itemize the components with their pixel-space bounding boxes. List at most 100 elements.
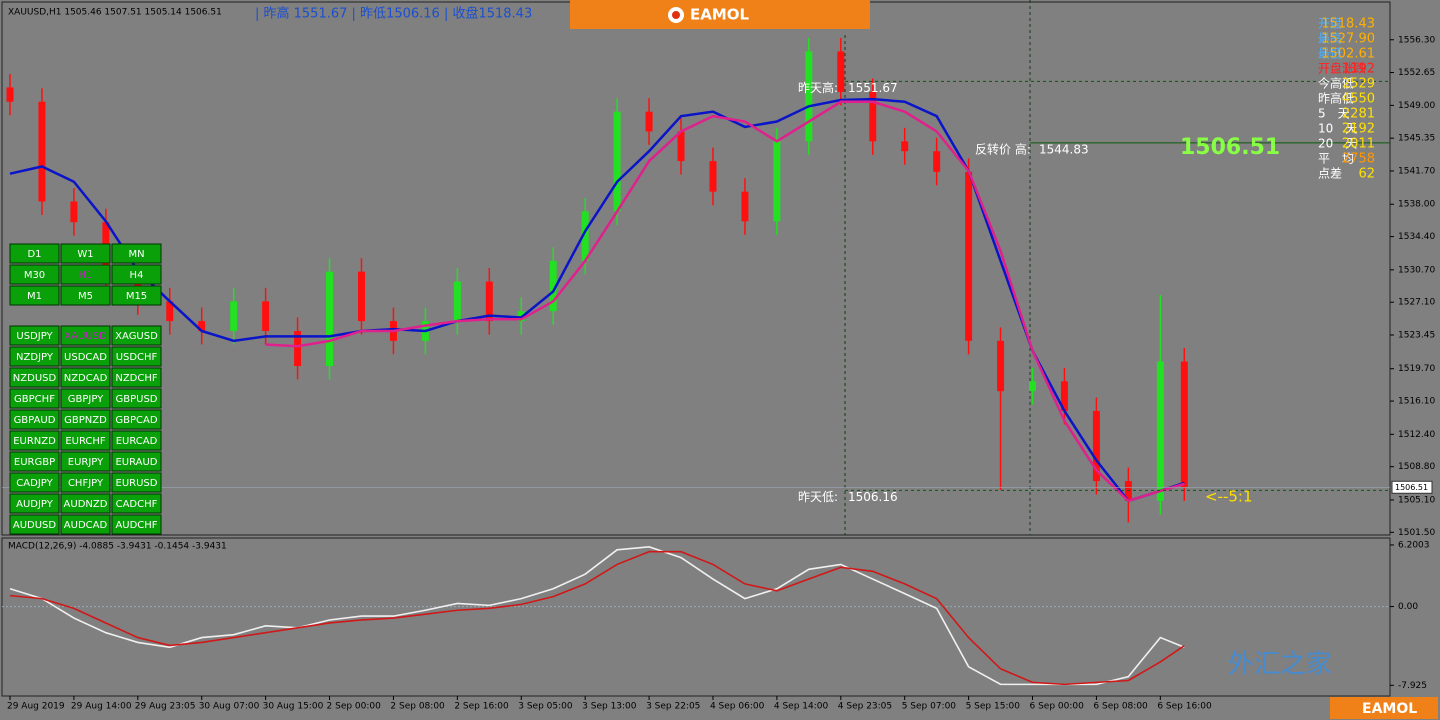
- button-label[interactable]: EURUSD: [116, 478, 158, 489]
- x-tick-label: 5 Sep 15:00: [966, 702, 1021, 712]
- candle-body: [294, 330, 302, 367]
- button[interactable]: [111, 409, 162, 430]
- button-label[interactable]: EURNZD: [13, 436, 56, 447]
- button[interactable]: [60, 472, 111, 493]
- ratio-note: <--5:1: [1205, 488, 1253, 506]
- button[interactable]: [60, 346, 111, 367]
- candle-body: [869, 91, 877, 142]
- button[interactable]: [111, 243, 162, 264]
- button[interactable]: [111, 493, 162, 514]
- button[interactable]: [9, 325, 60, 346]
- button[interactable]: [111, 472, 162, 493]
- button[interactable]: [111, 285, 162, 306]
- button[interactable]: [60, 388, 111, 409]
- button[interactable]: [9, 430, 60, 451]
- x-tick-label: 29 Aug 2019: [7, 702, 65, 712]
- button[interactable]: [9, 346, 60, 367]
- button-label[interactable]: H4: [130, 270, 144, 281]
- button[interactable]: [9, 493, 60, 514]
- button-label[interactable]: USDCHF: [116, 352, 158, 363]
- button-label[interactable]: M5: [78, 291, 93, 302]
- button-label[interactable]: EURCHF: [65, 436, 106, 447]
- button-label[interactable]: GBPUSD: [115, 394, 157, 405]
- button-label[interactable]: AUDJPY: [16, 499, 54, 510]
- candle-body: [1060, 381, 1068, 411]
- button[interactable]: [111, 367, 162, 388]
- button-label[interactable]: NZDJPY: [16, 352, 54, 363]
- button[interactable]: [111, 451, 162, 472]
- button-label[interactable]: XAUUSD: [64, 331, 107, 342]
- button[interactable]: [9, 264, 60, 285]
- button-label[interactable]: CHFJPY: [68, 478, 104, 489]
- button-label[interactable]: AUDNZD: [64, 499, 108, 510]
- button-label[interactable]: EURGBP: [14, 457, 55, 468]
- button[interactable]: [9, 451, 60, 472]
- button-label[interactable]: NZDUSD: [13, 373, 57, 384]
- button[interactable]: [9, 243, 60, 264]
- button-label[interactable]: AUDCAD: [64, 520, 108, 531]
- button[interactable]: [60, 264, 111, 285]
- button-label[interactable]: H1: [79, 270, 93, 281]
- info-label: 平 均: [1318, 152, 1354, 166]
- button-label[interactable]: XAGUSD: [115, 331, 158, 342]
- button-label[interactable]: AUDUSD: [13, 520, 57, 531]
- button[interactable]: [60, 367, 111, 388]
- button[interactable]: [111, 264, 162, 285]
- button-label[interactable]: MN: [128, 249, 144, 260]
- button-label[interactable]: EURCAD: [116, 436, 158, 447]
- button[interactable]: [111, 514, 162, 535]
- button[interactable]: [9, 409, 60, 430]
- button[interactable]: [111, 346, 162, 367]
- candle-body: [198, 321, 206, 331]
- button-label[interactable]: D1: [27, 249, 41, 260]
- button[interactable]: [111, 430, 162, 451]
- button-label[interactable]: USDJPY: [16, 331, 53, 342]
- button-label[interactable]: M1: [27, 291, 42, 302]
- button[interactable]: [60, 514, 111, 535]
- button-label[interactable]: NZDCHF: [115, 373, 158, 384]
- button[interactable]: [111, 325, 162, 346]
- button-label[interactable]: GBPJPY: [68, 394, 104, 405]
- button[interactable]: [111, 388, 162, 409]
- button-label[interactable]: CADJPY: [16, 478, 53, 489]
- button-label[interactable]: GBPNZD: [64, 415, 107, 426]
- button[interactable]: [60, 409, 111, 430]
- button[interactable]: [60, 285, 111, 306]
- button[interactable]: [9, 388, 60, 409]
- y-tick-label: 1501.50: [1398, 528, 1435, 538]
- button[interactable]: [60, 243, 111, 264]
- level-label: 昨天高:: [798, 80, 838, 95]
- button-label[interactable]: M30: [24, 270, 45, 281]
- button-label[interactable]: W1: [77, 249, 93, 260]
- button-label[interactable]: M15: [126, 291, 147, 302]
- y-tick-label: 1505.10: [1398, 495, 1435, 505]
- macd-frame: [1, 537, 1391, 697]
- info-value: 1192: [1342, 62, 1375, 77]
- button-label[interactable]: EURJPY: [68, 457, 104, 468]
- button[interactable]: [60, 451, 111, 472]
- button-label[interactable]: EURAUD: [115, 457, 157, 468]
- x-tick-label: 6 Sep 08:00: [1093, 702, 1148, 712]
- y-tick-label: 0.00: [1398, 602, 1418, 612]
- button[interactable]: [9, 285, 60, 306]
- candle-body: [645, 111, 653, 132]
- button[interactable]: [9, 472, 60, 493]
- candle-body: [38, 101, 46, 202]
- y-tick-label: 1530.70: [1398, 265, 1435, 275]
- candle-body: [773, 141, 781, 222]
- button-label[interactable]: NZDCAD: [64, 373, 108, 384]
- button-label[interactable]: USDCAD: [64, 352, 107, 363]
- button-label[interactable]: GBPAUD: [14, 415, 56, 426]
- button[interactable]: [60, 325, 111, 346]
- button-label[interactable]: CADCHF: [116, 499, 158, 510]
- brand-name: EAMOL: [690, 6, 750, 24]
- button[interactable]: [60, 493, 111, 514]
- button[interactable]: [9, 367, 60, 388]
- button-label[interactable]: AUDCHF: [115, 520, 157, 531]
- watermark-brand: EAMOL: [1362, 701, 1417, 717]
- button-label[interactable]: GBPCHF: [14, 394, 55, 405]
- button[interactable]: [9, 514, 60, 535]
- button[interactable]: [60, 430, 111, 451]
- button-label[interactable]: GBPCAD: [115, 415, 157, 426]
